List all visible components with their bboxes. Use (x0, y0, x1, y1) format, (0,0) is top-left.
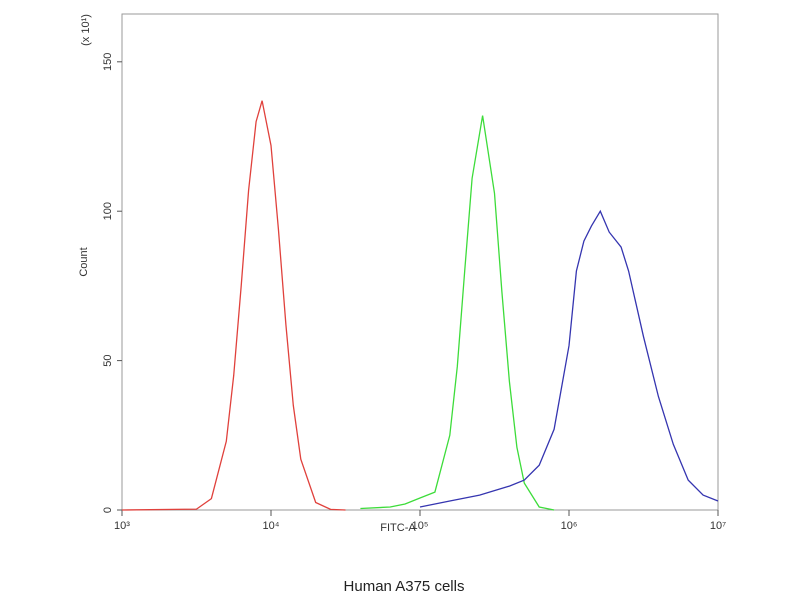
y-tick-label: 100 (102, 202, 114, 220)
y-tick-label: 150 (102, 53, 114, 71)
y-tick-label: 50 (102, 354, 114, 366)
y-tick-label: 0 (102, 507, 114, 513)
x-tick-label: 10⁵ (412, 520, 429, 532)
histogram-line (419, 209, 719, 508)
x-tick-label: 10³ (114, 520, 130, 532)
y-axis-label: Count (78, 247, 90, 276)
x-axis-label: FITC-A (380, 522, 416, 534)
caption: Human A375 cells (344, 578, 465, 595)
x-tick-label: 10⁷ (710, 520, 726, 532)
x-tick-label: 10⁴ (263, 520, 280, 532)
y-multiplier: (x 10¹) (80, 14, 92, 46)
histogram-line (121, 100, 346, 511)
histogram-line (360, 115, 555, 511)
x-tick-label: 10⁶ (561, 520, 578, 532)
plot-frame (121, 13, 719, 511)
